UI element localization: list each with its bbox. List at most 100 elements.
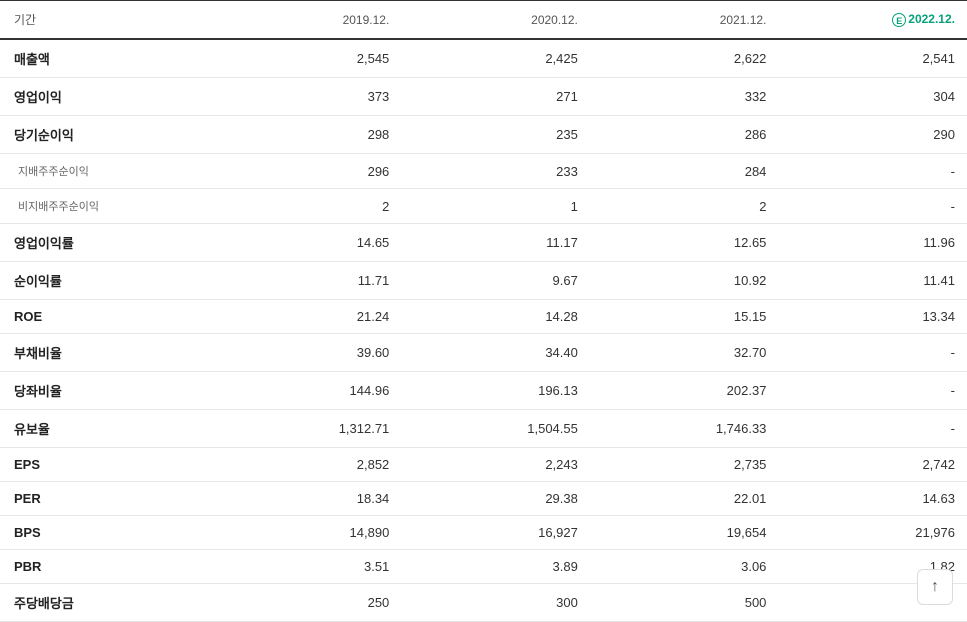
cell-value: 13.34 [778, 300, 967, 334]
cell-value: 18.34 [213, 482, 402, 516]
cell-value: 2,852 [213, 448, 402, 482]
cell-value: 14.28 [401, 300, 590, 334]
cell-value: 2,425 [401, 39, 590, 78]
cell-value: 284 [590, 154, 779, 189]
table-row: 주당배당금250300500 [0, 584, 967, 622]
row-label: EPS [0, 448, 213, 482]
cell-value: 19,654 [590, 516, 779, 550]
scroll-to-top-button[interactable]: ↑ [917, 569, 953, 605]
col-header-3-estimate: E2022.12. [778, 1, 967, 40]
cell-value: 21.24 [213, 300, 402, 334]
cell-value: 12.65 [590, 224, 779, 262]
cell-value: 2 [213, 189, 402, 224]
col-header-3-label: 2022.12. [908, 12, 955, 26]
row-label: 부채비율 [0, 334, 213, 372]
financial-table: 기간 2019.12. 2020.12. 2021.12. E2022.12. … [0, 0, 967, 622]
row-label: 주당배당금 [0, 584, 213, 622]
cell-value: 373 [213, 78, 402, 116]
row-label: ROE [0, 300, 213, 334]
cell-value: 11.96 [778, 224, 967, 262]
col-header-0: 2019.12. [213, 1, 402, 40]
cell-value: - [778, 189, 967, 224]
table-header: 기간 2019.12. 2020.12. 2021.12. E2022.12. [0, 1, 967, 40]
table-row: 지배주주순이익296233284- [0, 154, 967, 189]
table-row: 영업이익373271332304 [0, 78, 967, 116]
cell-value: 296 [213, 154, 402, 189]
cell-value: 2 [590, 189, 779, 224]
row-label: 유보율 [0, 410, 213, 448]
cell-value: 271 [401, 78, 590, 116]
cell-value: 3.51 [213, 550, 402, 584]
cell-value: 11.71 [213, 262, 402, 300]
table-row: PER18.3429.3822.0114.63 [0, 482, 967, 516]
cell-value: 300 [401, 584, 590, 622]
cell-value: 196.13 [401, 372, 590, 410]
cell-value: 235 [401, 116, 590, 154]
row-label: 당기순이익 [0, 116, 213, 154]
row-label: BPS [0, 516, 213, 550]
row-label: 영업이익 [0, 78, 213, 116]
estimate-badge-icon: E [892, 13, 906, 27]
cell-value: 9.67 [401, 262, 590, 300]
cell-value: 3.89 [401, 550, 590, 584]
row-label: 매출액 [0, 39, 213, 78]
cell-value: 250 [213, 584, 402, 622]
table-row: 영업이익률14.6511.1712.6511.96 [0, 224, 967, 262]
row-label: PER [0, 482, 213, 516]
cell-value: - [778, 154, 967, 189]
table-row: 비지배주주순이익212- [0, 189, 967, 224]
table-body: 매출액2,5452,4252,6222,541영업이익373271332304당… [0, 39, 967, 622]
cell-value: 16,927 [401, 516, 590, 550]
cell-value: 21,976 [778, 516, 967, 550]
cell-value: 11.41 [778, 262, 967, 300]
cell-value: 14.63 [778, 482, 967, 516]
cell-value: 1 [401, 189, 590, 224]
cell-value: 202.37 [590, 372, 779, 410]
cell-value: 14,890 [213, 516, 402, 550]
cell-value: 500 [590, 584, 779, 622]
arrow-up-icon: ↑ [931, 578, 939, 596]
table-row: BPS14,89016,92719,65421,976 [0, 516, 967, 550]
cell-value: - [778, 372, 967, 410]
table-row: 부채비율39.6034.4032.70- [0, 334, 967, 372]
cell-value: 14.65 [213, 224, 402, 262]
cell-value: 1,504.55 [401, 410, 590, 448]
cell-value: 2,622 [590, 39, 779, 78]
cell-value: 1,746.33 [590, 410, 779, 448]
row-label: 비지배주주순이익 [0, 189, 213, 224]
table-row: 유보율1,312.711,504.551,746.33- [0, 410, 967, 448]
cell-value: 1,312.71 [213, 410, 402, 448]
cell-value: 32.70 [590, 334, 779, 372]
table-row: 당기순이익298235286290 [0, 116, 967, 154]
cell-value: 286 [590, 116, 779, 154]
table-row: 매출액2,5452,4252,6222,541 [0, 39, 967, 78]
cell-value: 2,742 [778, 448, 967, 482]
row-label: 지배주주순이익 [0, 154, 213, 189]
cell-value: 34.40 [401, 334, 590, 372]
cell-value: 39.60 [213, 334, 402, 372]
cell-value: - [778, 334, 967, 372]
table-row: PBR3.513.893.061.82 [0, 550, 967, 584]
row-label: 당좌비율 [0, 372, 213, 410]
cell-value: 10.92 [590, 262, 779, 300]
col-header-2: 2021.12. [590, 1, 779, 40]
table-row: ROE21.2414.2815.1513.34 [0, 300, 967, 334]
cell-value: 2,735 [590, 448, 779, 482]
cell-value: 29.38 [401, 482, 590, 516]
cell-value: 3.06 [590, 550, 779, 584]
cell-value: - [778, 410, 967, 448]
cell-value: 233 [401, 154, 590, 189]
cell-value: 332 [590, 78, 779, 116]
row-label: PBR [0, 550, 213, 584]
cell-value: 144.96 [213, 372, 402, 410]
cell-value: 11.17 [401, 224, 590, 262]
cell-value: 22.01 [590, 482, 779, 516]
table-row: 순이익률11.719.6710.9211.41 [0, 262, 967, 300]
row-label: 영업이익률 [0, 224, 213, 262]
cell-value: 2,243 [401, 448, 590, 482]
cell-value: 2,541 [778, 39, 967, 78]
cell-value: 290 [778, 116, 967, 154]
cell-value: 2,545 [213, 39, 402, 78]
table-row: 당좌비율144.96196.13202.37- [0, 372, 967, 410]
period-header: 기간 [0, 1, 213, 40]
